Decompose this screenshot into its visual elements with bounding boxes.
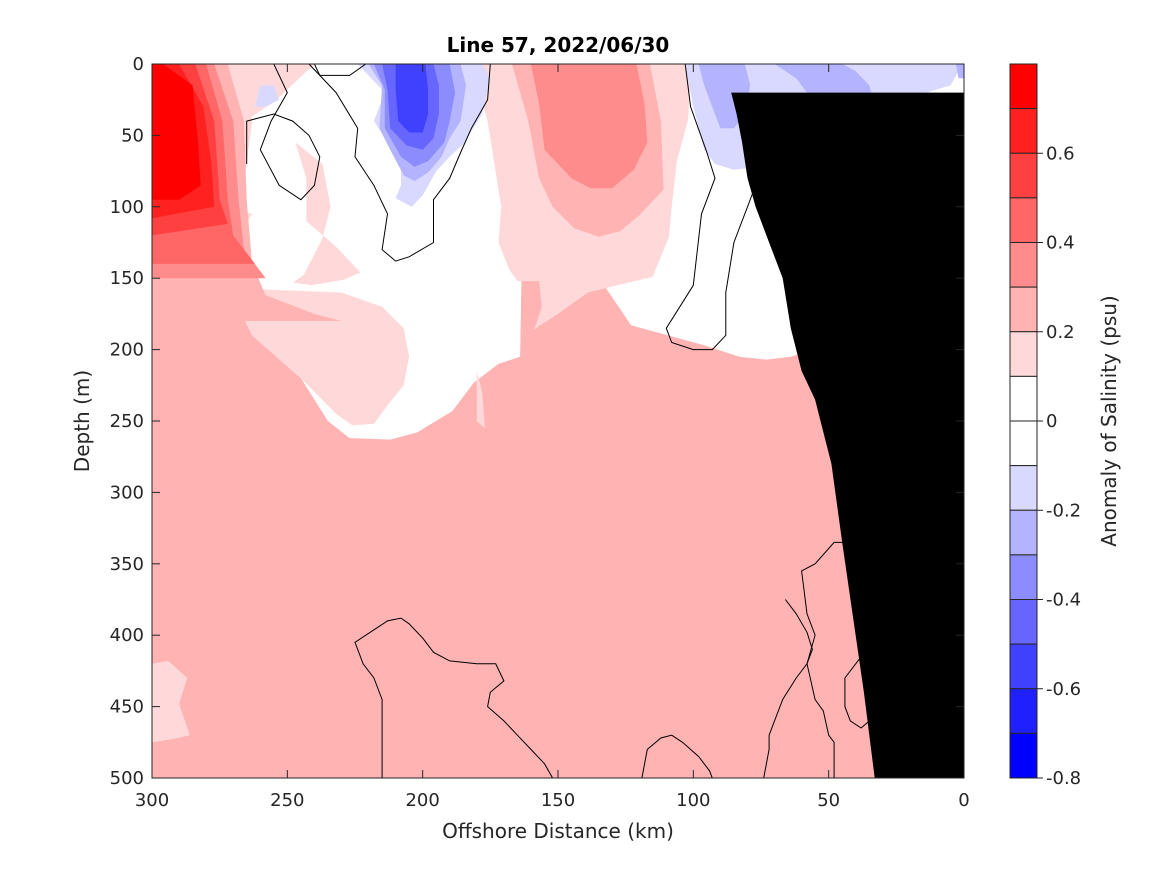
negative-anomaly-patch-9 [955,64,964,79]
y-tick-label: 250 [110,411,144,432]
colorbar-swatch [1009,63,1038,110]
colorbar-swatch [1009,732,1038,779]
colorbar-tick-label: -0.2 [1046,500,1081,521]
zero-contour-line-9 [641,734,713,778]
colorbar-swatch [1009,242,1038,288]
y-axis: 0 50 100 150 200 250 300 350 400 450 500 [110,54,964,789]
zero-contour-line-2 [308,64,491,262]
zero-contour-line-8 [354,617,554,778]
colorbar-swatch [1009,108,1038,154]
anomaly-region-0 [152,64,964,778]
positive-anomaly-patch-7 [152,660,190,743]
positive-anomaly-patch-6 [152,64,201,200]
y-tick-label: 400 [110,625,144,646]
y-tick-label: 450 [110,697,144,718]
colorbar-tick-label: -0.6 [1046,679,1081,700]
positive-anomaly-patch-8 [292,142,361,286]
colorbar-swatch [1009,554,1038,600]
colorbar: 0.6 0.4 0.2 0 -0.2 -0.4 -0.6 -0.8 [1009,63,1081,789]
x-tick-label: 300 [135,790,169,811]
x-axis: 300 250 200 150 100 50 0 [135,64,970,811]
colorbar-tick-label: 0.2 [1046,322,1075,343]
x-tick-label: 200 [405,790,439,811]
positive-anomaly-patch-11 [530,64,648,189]
y-tick-label: 200 [110,340,144,361]
colorbar-swatch [1009,509,1038,556]
positive-anomaly-patch-12 [476,371,485,429]
colorbar-tick-label: 0 [1046,411,1057,432]
colorbar-swatch [1009,197,1038,243]
zero-contour-line-6 [801,534,883,778]
zero-contour-line-0 [246,64,321,201]
colorbar-tick-label: -0.4 [1046,590,1081,611]
y-tick-label: 150 [110,268,144,289]
negative-anomaly-patch-4 [382,64,429,133]
negative-anomaly-patch-5 [254,85,280,107]
y-tick-label: 100 [110,197,144,218]
y-axis-title: Depth (m) [70,370,94,472]
colorbar-swatch [1009,375,1038,422]
colorbar-swatch [1009,286,1038,333]
colorbar-swatch [1009,688,1038,734]
x-tick-label: 250 [270,790,304,811]
colorbar-tick-label: 0.4 [1046,233,1075,254]
colorbar-swatch [1009,331,1038,377]
colorbar-tick-label: -0.8 [1046,768,1081,789]
x-axis-title: Offshore Distance (km) [442,819,674,843]
colorbar-swatch [1009,152,1038,199]
x-tick-label: 150 [541,790,575,811]
colorbar-swatch [1009,599,1038,645]
x-tick-label: 100 [676,790,710,811]
y-tick-label: 350 [110,554,144,575]
colorbar-swatch [1009,420,1038,467]
colorbar-swatch [1009,643,1038,690]
colorbar-title: Anomaly of Salinity (psu) [1097,295,1121,546]
chart-title: Line 57, 2022/06/30 [447,33,670,57]
x-tick-label: 0 [958,790,969,811]
y-tick-label: 500 [110,768,144,789]
y-tick-label: 300 [110,482,144,503]
y-tick-label: 0 [133,54,144,75]
sea-floor [731,92,964,778]
zero-contour-line-1 [313,64,367,76]
y-tick-label: 50 [121,125,144,146]
x-tick-label: 50 [817,790,840,811]
zero-contour-line-10 [763,599,813,778]
sea-floor-layer [731,92,964,778]
colorbar-swatch [1009,465,1038,511]
negative-anomaly-patch-7 [671,64,751,129]
colorbar-tick-label: 0.6 [1046,143,1075,164]
